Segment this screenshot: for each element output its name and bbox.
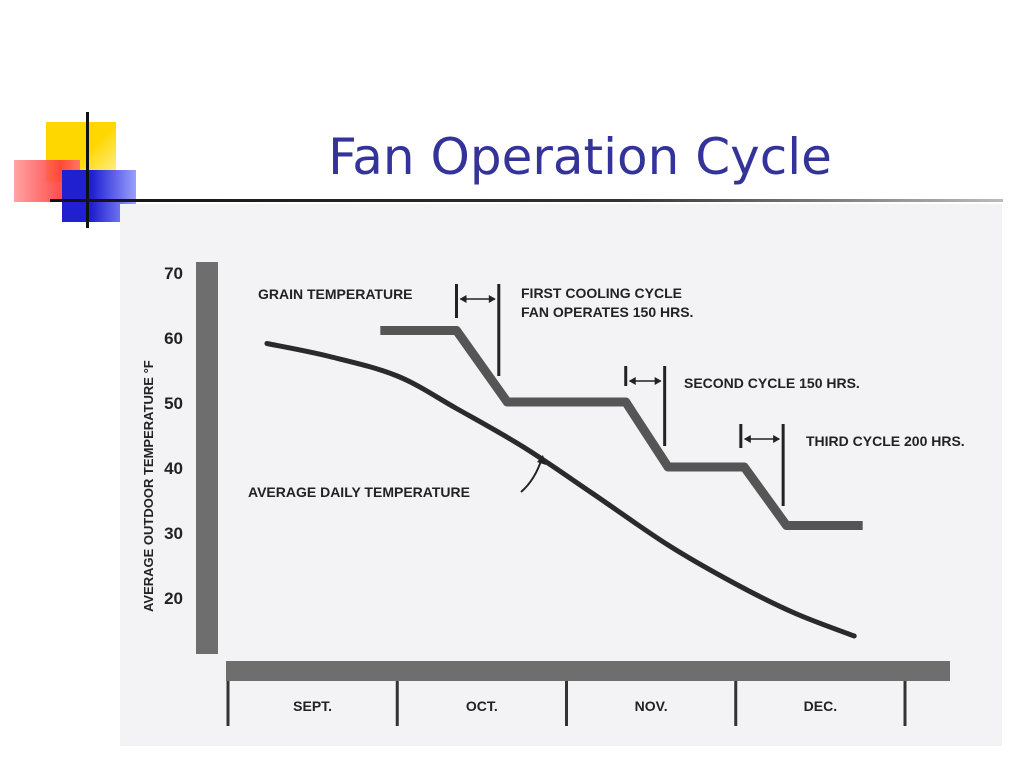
annotation-third-cycle: THIRD CYCLE 200 HRS. [806,433,965,449]
x-tick-label: DEC. [804,698,837,714]
slide-title: Fan Operation Cycle [328,128,832,186]
y-tick-label: 40 [164,459,183,478]
x-dividers [226,681,907,726]
cycle-marker-arrow-right [488,295,496,303]
cycle-markers [454,284,785,506]
y-axis-bar [196,262,218,654]
series-grain-temperature [380,326,863,530]
annotation-average-daily: AVERAGE DAILY TEMPERATURE [248,484,470,500]
cycle-marker-arrow-left [459,295,467,303]
y-tick-label: 20 [164,589,183,608]
y-tick-labels: 20 30 40 50 60 70 [164,264,183,608]
annotation-grain-temperature: GRAIN TEMPERATURE [258,286,413,302]
annotation-pointer-curve [520,457,543,493]
annotation-fan-operates: FAN OPERATES 150 HRS. [521,304,693,320]
annotation-second-cycle: SECOND CYCLE 150 HRS. [684,375,860,391]
cycle-marker-arrow-left [628,377,636,385]
y-tick-label: 60 [164,329,183,348]
cycle-marker-arrow-right [654,377,662,385]
x-axis-bar [226,661,950,681]
annotations: GRAIN TEMPERATURE FIRST COOLING CYCLE FA… [248,285,965,500]
y-tick-label: 50 [164,394,183,413]
x-tick-labels: SEPT. OCT. NOV. DEC. [293,698,837,714]
chart-image-background [120,204,1002,746]
x-tick-label: NOV. [635,698,668,714]
x-tick-label: OCT. [466,698,498,714]
annotation-pointer-arrowhead [537,455,546,465]
annotation-first-cycle: FIRST COOLING CYCLE [521,285,682,301]
series-average-daily-temperature [264,341,857,639]
y-tick-label: 70 [164,264,183,283]
series-lines [264,326,863,639]
y-axis-label: AVERAGE OUTDOOR TEMPERATURE °F [141,360,156,612]
decor-vertical-line [86,112,89,228]
x-tick-label: SEPT. [293,698,332,714]
cycle-marker-arrow-right [773,435,781,443]
y-tick-label: 30 [164,524,183,543]
cycle-marker-arrow-left [743,435,751,443]
title-underline [50,199,1003,202]
